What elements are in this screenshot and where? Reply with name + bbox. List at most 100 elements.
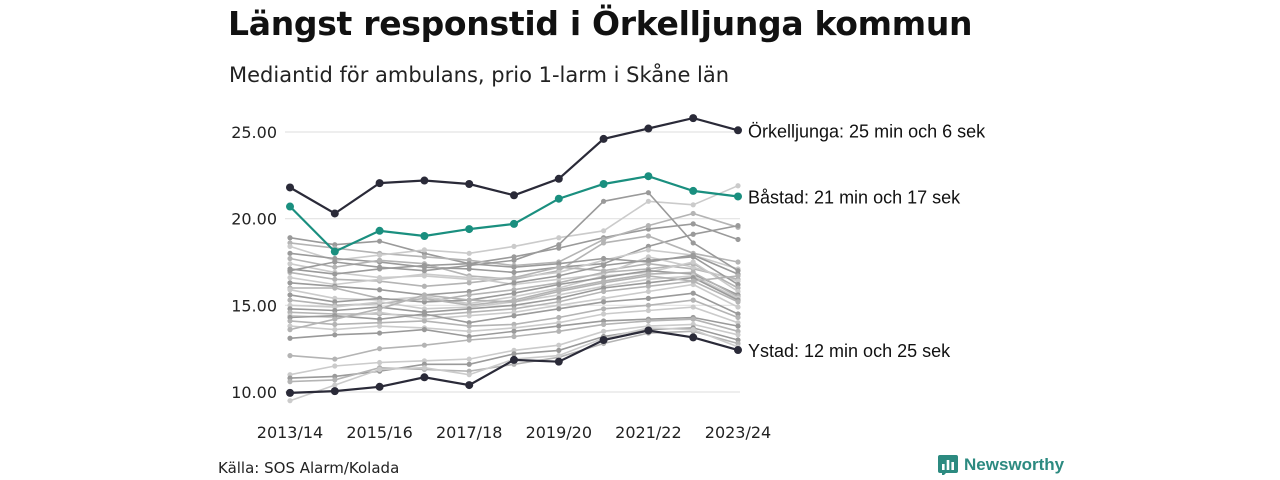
data-point (690, 290, 696, 296)
data-point (734, 192, 742, 201)
data-point (332, 285, 338, 291)
data-point (287, 353, 293, 359)
data-point (287, 243, 293, 249)
data-point (377, 323, 383, 329)
data-point (601, 262, 607, 269)
background-series (287, 183, 741, 263)
data-point (735, 183, 741, 189)
data-point (377, 238, 383, 244)
data-point (377, 359, 383, 366)
data-point (690, 278, 696, 284)
data-point (466, 337, 472, 343)
data-point (421, 365, 427, 371)
data-point (735, 268, 741, 274)
series-label: Ystad: 12 min och 25 sek (748, 341, 951, 361)
data-point (332, 271, 338, 277)
data-point (690, 304, 696, 310)
data-point (332, 363, 338, 369)
data-point (377, 252, 383, 258)
data-point (735, 332, 741, 338)
data-point (421, 262, 427, 269)
data-point (645, 190, 652, 196)
data-point (645, 198, 652, 204)
data-point (332, 321, 338, 327)
data-point (601, 321, 607, 327)
data-point (690, 297, 696, 303)
data-point (466, 313, 472, 319)
data-point (377, 330, 383, 336)
data-point (332, 327, 338, 333)
data-point (556, 323, 562, 329)
data-point (511, 299, 517, 305)
data-point (375, 179, 384, 188)
data-point (466, 275, 472, 281)
data-point (420, 232, 429, 240)
data-point (735, 259, 741, 265)
data-point (601, 299, 607, 305)
data-point (690, 202, 696, 208)
data-point (421, 283, 427, 289)
data-point (645, 233, 652, 239)
data-point (332, 356, 338, 362)
data-point (377, 287, 383, 293)
data-point (556, 328, 562, 334)
data-point (735, 299, 741, 305)
data-point (377, 306, 383, 312)
data-point (377, 299, 383, 305)
y-tick-label: 15.00 (231, 296, 277, 315)
line-chart: 10.00 15.00 20.00 25.00 2013/14 2015/16 2017/… (231, 114, 986, 442)
data-point (511, 313, 517, 319)
data-point (287, 292, 293, 298)
data-point (556, 264, 562, 270)
y-tick-label: 10.00 (231, 383, 277, 402)
data-point (287, 261, 293, 267)
data-point (287, 335, 293, 341)
data-point (556, 242, 562, 248)
data-point (645, 302, 652, 308)
data-point (601, 306, 607, 312)
data-point (466, 262, 472, 269)
data-point (601, 240, 607, 246)
x-tick-label: 2013/14 (257, 423, 323, 442)
data-point (287, 255, 293, 262)
data-point (332, 276, 338, 282)
data-point (601, 288, 607, 295)
data-point (511, 351, 517, 357)
data-point (735, 273, 741, 279)
data-point (511, 275, 517, 281)
data-point (466, 280, 472, 286)
data-point (511, 290, 517, 296)
x-tick-label: 2023/24 (705, 423, 771, 442)
chart-title: Längst responstid i Örkelljunga kommun (228, 4, 973, 43)
data-point (511, 243, 517, 249)
data-point (287, 327, 293, 333)
data-point (287, 297, 293, 303)
data-point (599, 134, 608, 143)
data-point (421, 254, 427, 260)
data-point (554, 357, 563, 366)
data-point (599, 180, 608, 188)
data-point (510, 355, 518, 364)
data-point (465, 381, 474, 390)
data-point (420, 176, 429, 185)
data-point (690, 240, 696, 246)
data-point (287, 250, 293, 256)
data-point (644, 326, 653, 335)
data-point (735, 323, 741, 329)
data-point (332, 259, 338, 265)
data-point (556, 235, 562, 241)
data-point (511, 280, 517, 286)
data-point (601, 198, 607, 204)
data-point (510, 191, 518, 200)
data-point (332, 316, 338, 322)
series-bstad (286, 172, 742, 256)
data-point (554, 174, 563, 183)
data-point (332, 382, 338, 388)
data-point (690, 327, 696, 333)
source-note: Källa: SOS Alarm/Kolada (218, 459, 400, 477)
data-point (689, 114, 698, 123)
data-point (601, 255, 607, 262)
data-point (332, 377, 338, 383)
data-point (689, 333, 698, 342)
data-point (465, 225, 474, 234)
